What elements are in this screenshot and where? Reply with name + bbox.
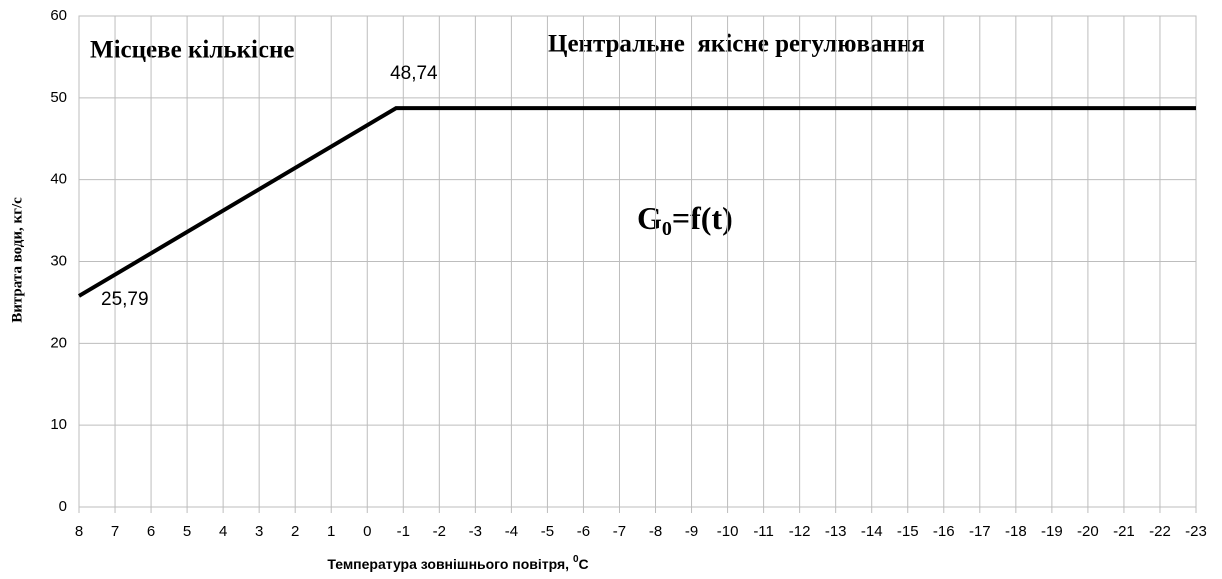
x-tick-label: -16	[933, 523, 955, 540]
line	[77, 106, 1196, 298]
plot-border	[78, 15, 1197, 508]
y-tick-label: 30	[50, 252, 67, 269]
x-tick-label: -13	[825, 523, 847, 540]
x-tick-label: -19	[1041, 523, 1063, 540]
x-tick-label: 3	[255, 523, 263, 540]
data-label: 25,79	[101, 289, 149, 310]
x-tick-label: -15	[897, 523, 919, 540]
x-tick-label: -6	[577, 523, 590, 540]
x-tick-label: 7	[111, 523, 119, 540]
x-tick-label: -14	[861, 523, 883, 540]
y-tick-label: 0	[59, 498, 67, 515]
x-tick-label: -23	[1185, 523, 1207, 540]
x-axis-label: Температура зовнішнього повітря, 0C	[327, 554, 588, 572]
x-tick-label: -10	[717, 523, 739, 540]
x-tick-label: -18	[1005, 523, 1027, 540]
x-label-sup: 0	[573, 554, 579, 565]
x-tick-label: -3	[469, 523, 482, 540]
x-tick-label: -9	[685, 523, 698, 540]
formula-part: G	[637, 200, 662, 236]
x-tick-label: -2	[433, 523, 446, 540]
y-tick-label: 50	[50, 89, 67, 106]
x-label-part: Температура зовнішнього повітря,	[327, 556, 573, 572]
x-tick-label: -5	[541, 523, 554, 540]
x-tick-label: 5	[183, 523, 191, 540]
x-tick-label: 0	[363, 523, 371, 540]
x-tick-label: 8	[75, 523, 83, 540]
annotation: Центральне якісне регулювання	[548, 31, 925, 58]
y-tick-label: 40	[50, 171, 67, 188]
x-tick-label: -1	[397, 523, 410, 540]
x-tick-label: -4	[505, 523, 518, 540]
x-tick-label: -17	[969, 523, 991, 540]
y-tick-label: 60	[50, 7, 67, 24]
x-tick-label: -8	[649, 523, 662, 540]
data-label: 48,74	[390, 63, 438, 84]
y-tick-label: 20	[50, 334, 67, 351]
y-tick-label: 10	[50, 416, 67, 433]
x-tick-label: 2	[291, 523, 299, 540]
x-tick-label: -12	[789, 523, 811, 540]
x-tick-label: -20	[1077, 523, 1099, 540]
x-tick-label: -7	[613, 523, 626, 540]
formula: G0=f(t)	[637, 200, 733, 239]
x-tick-label: 1	[327, 523, 335, 540]
x-label-part: C	[579, 556, 589, 572]
x-tick-label: -11	[753, 523, 774, 540]
x-tick-label: 4	[219, 523, 227, 540]
y-axis-label: Витрата води, кг/с	[9, 197, 25, 323]
formula-part: =f(t)	[672, 200, 733, 236]
formula-sub: 0	[662, 218, 672, 240]
x-tick-label: -21	[1113, 523, 1135, 540]
x-tick-label: 6	[147, 523, 155, 540]
annotation: Місцеве кількісне	[90, 37, 295, 64]
x-tick-label: -22	[1149, 523, 1171, 540]
